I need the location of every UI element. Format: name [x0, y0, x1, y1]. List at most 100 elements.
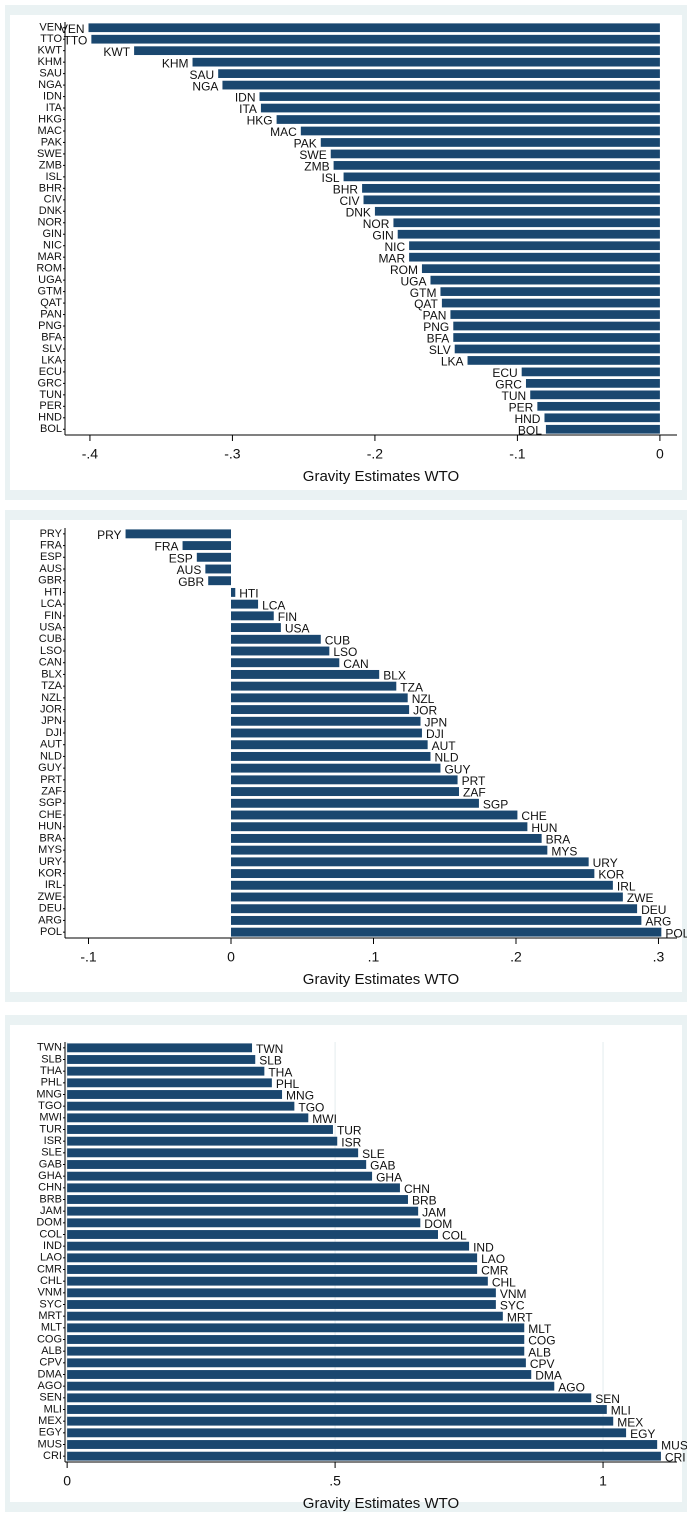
- data-label: SWE: [299, 148, 326, 162]
- y-tick-label: TWN: [37, 1042, 62, 1054]
- y-tick-label: FIN: [44, 610, 62, 622]
- bar: [67, 1090, 283, 1099]
- y-tick-label: TUN: [39, 389, 62, 401]
- y-tick-label: ZMB: [39, 159, 62, 171]
- bar: [397, 229, 660, 239]
- bar: [231, 658, 340, 668]
- bar: [67, 1148, 359, 1158]
- bar: [67, 1206, 419, 1216]
- bar: [67, 1393, 592, 1403]
- data-label: PAK: [294, 137, 317, 151]
- bar: [67, 1125, 333, 1134]
- bar: [374, 206, 660, 216]
- data-label: CUB: [325, 633, 350, 647]
- y-tick-label: IRL: [45, 879, 62, 891]
- bar: [231, 705, 410, 715]
- data-label: EGY: [630, 1427, 655, 1441]
- bar: [67, 1311, 503, 1321]
- bar: [231, 740, 428, 750]
- y-tick-label: DOM: [36, 1217, 62, 1229]
- data-label: CIV: [340, 194, 360, 208]
- bar: [320, 138, 660, 147]
- data-label: BLX: [383, 669, 406, 683]
- y-tick-label: KWT: [38, 45, 63, 57]
- y-tick-label: CIV: [44, 194, 63, 206]
- data-label: VNM: [500, 1287, 527, 1301]
- y-tick-label: CRI: [43, 1450, 62, 1462]
- bar: [208, 576, 232, 586]
- y-tick-label: COL: [39, 1228, 62, 1240]
- y-tick-label: ISR: [44, 1135, 62, 1147]
- y-tick-label: PAN: [40, 308, 62, 320]
- y-tick-label: CHN: [38, 1182, 62, 1194]
- data-label: COL: [442, 1229, 467, 1243]
- data-label: HUN: [531, 821, 557, 835]
- x-axis-title: Gravity Estimates WTO: [303, 971, 459, 988]
- bar: [67, 1335, 525, 1344]
- y-tick-label: LAO: [40, 1252, 62, 1264]
- y-tick-label: MWI: [39, 1112, 62, 1124]
- y-tick-label: ROM: [36, 263, 62, 275]
- bar: [67, 1358, 526, 1368]
- data-label: PRY: [97, 528, 121, 542]
- data-label: SYC: [500, 1299, 525, 1313]
- bar: [259, 92, 660, 101]
- data-label: MLI: [611, 1404, 631, 1418]
- y-tick-label: IDN: [43, 90, 62, 102]
- y-tick-label: HKG: [38, 113, 62, 125]
- data-label: BRA: [546, 833, 571, 847]
- y-tick-label: NGA: [38, 79, 63, 91]
- y-tick-label: THA: [40, 1065, 63, 1077]
- bar: [67, 1160, 367, 1169]
- bar: [231, 869, 595, 879]
- y-tick-label: VEN: [39, 22, 62, 34]
- bar: [67, 1043, 253, 1053]
- y-tick-label: PAK: [41, 136, 63, 148]
- bar: [453, 321, 660, 331]
- bar: [453, 333, 660, 342]
- y-tick-label: CMR: [37, 1263, 62, 1275]
- y-tick-label: HUN: [38, 821, 62, 833]
- bar: [67, 1288, 496, 1298]
- y-tick-label: MYS: [38, 844, 62, 856]
- y-tick-label: MEX: [38, 1415, 63, 1427]
- bar: [231, 845, 548, 855]
- bar: [276, 115, 660, 124]
- data-label: JOR: [413, 704, 437, 718]
- x-tick-label: .3: [653, 949, 665, 965]
- data-label: SLV: [429, 343, 451, 357]
- y-tick-label: CHL: [40, 1275, 62, 1287]
- data-label: CHE: [521, 809, 546, 823]
- bar: [182, 541, 232, 551]
- y-tick-label: CAN: [39, 657, 62, 669]
- data-label: USA: [285, 622, 310, 636]
- data-label: SEN: [595, 1392, 620, 1406]
- data-label: MLT: [528, 1322, 552, 1336]
- data-label: IDN: [235, 91, 256, 105]
- x-tick-label: .2: [510, 949, 522, 965]
- x-tick-label: 0: [656, 446, 664, 462]
- bar: [67, 1136, 338, 1146]
- y-tick-label: HTI: [44, 586, 62, 598]
- y-tick-label: ISL: [45, 171, 62, 183]
- data-label: DEU: [641, 903, 666, 917]
- data-label: MYS: [551, 844, 577, 858]
- y-tick-label: LCA: [41, 598, 63, 610]
- y-tick-label: GHA: [38, 1170, 63, 1182]
- data-label: UGA: [400, 274, 426, 288]
- x-tick-label: 0: [227, 949, 235, 965]
- data-label: LKA: [441, 355, 464, 369]
- bar: [218, 69, 660, 78]
- bar: [67, 1171, 373, 1181]
- bar: [67, 1381, 555, 1391]
- data-label: KHM: [162, 56, 189, 70]
- data-label: TZA: [400, 680, 423, 694]
- data-label: SLE: [362, 1147, 385, 1161]
- bar: [91, 34, 660, 44]
- data-label: AGO: [558, 1380, 585, 1394]
- bar: [67, 1101, 295, 1111]
- y-tick-label: URY: [39, 856, 63, 868]
- y-tick-label: GAB: [39, 1158, 62, 1170]
- y-tick-label: SGP: [39, 797, 62, 809]
- y-tick-label: GUY: [38, 762, 63, 774]
